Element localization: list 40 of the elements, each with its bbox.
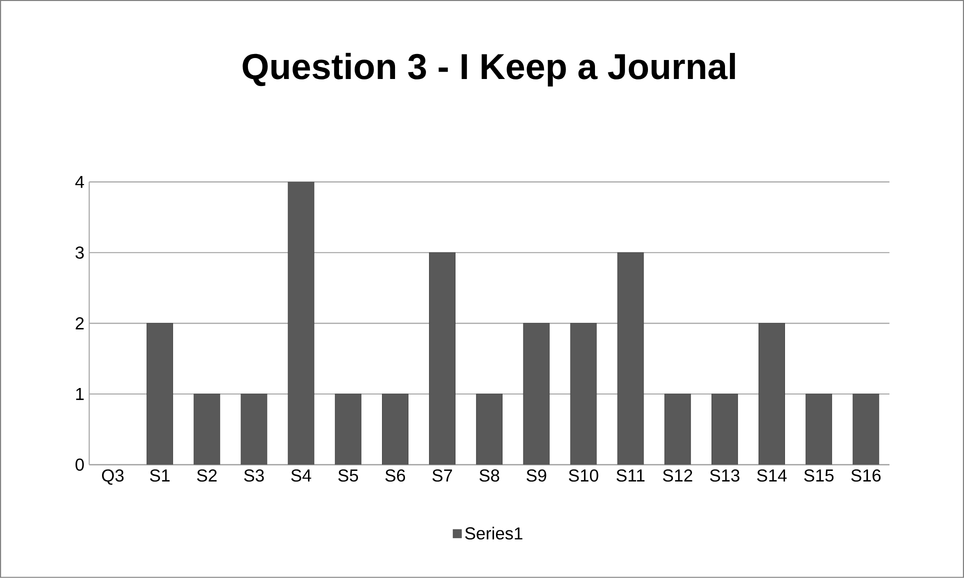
bar bbox=[429, 252, 456, 465]
bar bbox=[240, 394, 268, 465]
y-tick-label: 2 bbox=[76, 317, 84, 330]
x-tick-label: S3 bbox=[244, 469, 264, 482]
bar bbox=[711, 394, 738, 465]
bar bbox=[758, 323, 785, 465]
bar bbox=[382, 394, 408, 465]
bar bbox=[288, 182, 314, 465]
bar bbox=[194, 394, 220, 465]
legend-label: Series1 bbox=[465, 526, 522, 540]
y-tick-label: 0 bbox=[76, 458, 84, 471]
x-tick-label: S12 bbox=[663, 469, 692, 482]
x-tick-label: S11 bbox=[616, 469, 645, 482]
x-tick-label: S6 bbox=[385, 469, 406, 482]
x-tick-label: S5 bbox=[338, 469, 358, 482]
bar bbox=[806, 394, 832, 465]
bar bbox=[476, 394, 503, 465]
x-tick-label: S4 bbox=[291, 469, 312, 482]
bar bbox=[617, 252, 644, 465]
x-tick-label: S7 bbox=[432, 469, 452, 482]
y-tick-label: 3 bbox=[76, 246, 84, 259]
x-tick-label: S8 bbox=[480, 469, 500, 482]
x-tick-label: S15 bbox=[804, 469, 834, 482]
y-tick-label: 4 bbox=[75, 176, 84, 188]
x-tick-label: S10 bbox=[568, 469, 598, 482]
x-tick-label: S2 bbox=[197, 469, 217, 482]
y-tick-label: 1 bbox=[76, 388, 84, 400]
bar bbox=[146, 323, 174, 465]
x-tick-label: S16 bbox=[851, 469, 881, 482]
chart-title: Question 3 - I Keep a Journal bbox=[242, 52, 735, 87]
bar bbox=[523, 323, 550, 465]
bar bbox=[852, 394, 880, 465]
x-tick-label: Q3 bbox=[102, 469, 124, 485]
bar bbox=[570, 323, 597, 465]
x-tick-label: S14 bbox=[757, 469, 787, 482]
bar bbox=[664, 394, 691, 465]
x-tick-label: S13 bbox=[710, 469, 740, 482]
x-tick-label: S9 bbox=[526, 469, 546, 482]
x-tick-label: S1 bbox=[150, 469, 170, 482]
bar bbox=[334, 394, 362, 465]
